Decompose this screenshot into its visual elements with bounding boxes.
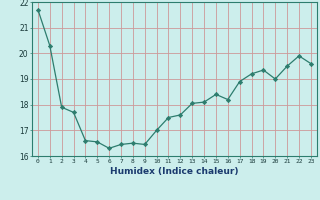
X-axis label: Humidex (Indice chaleur): Humidex (Indice chaleur) — [110, 167, 239, 176]
